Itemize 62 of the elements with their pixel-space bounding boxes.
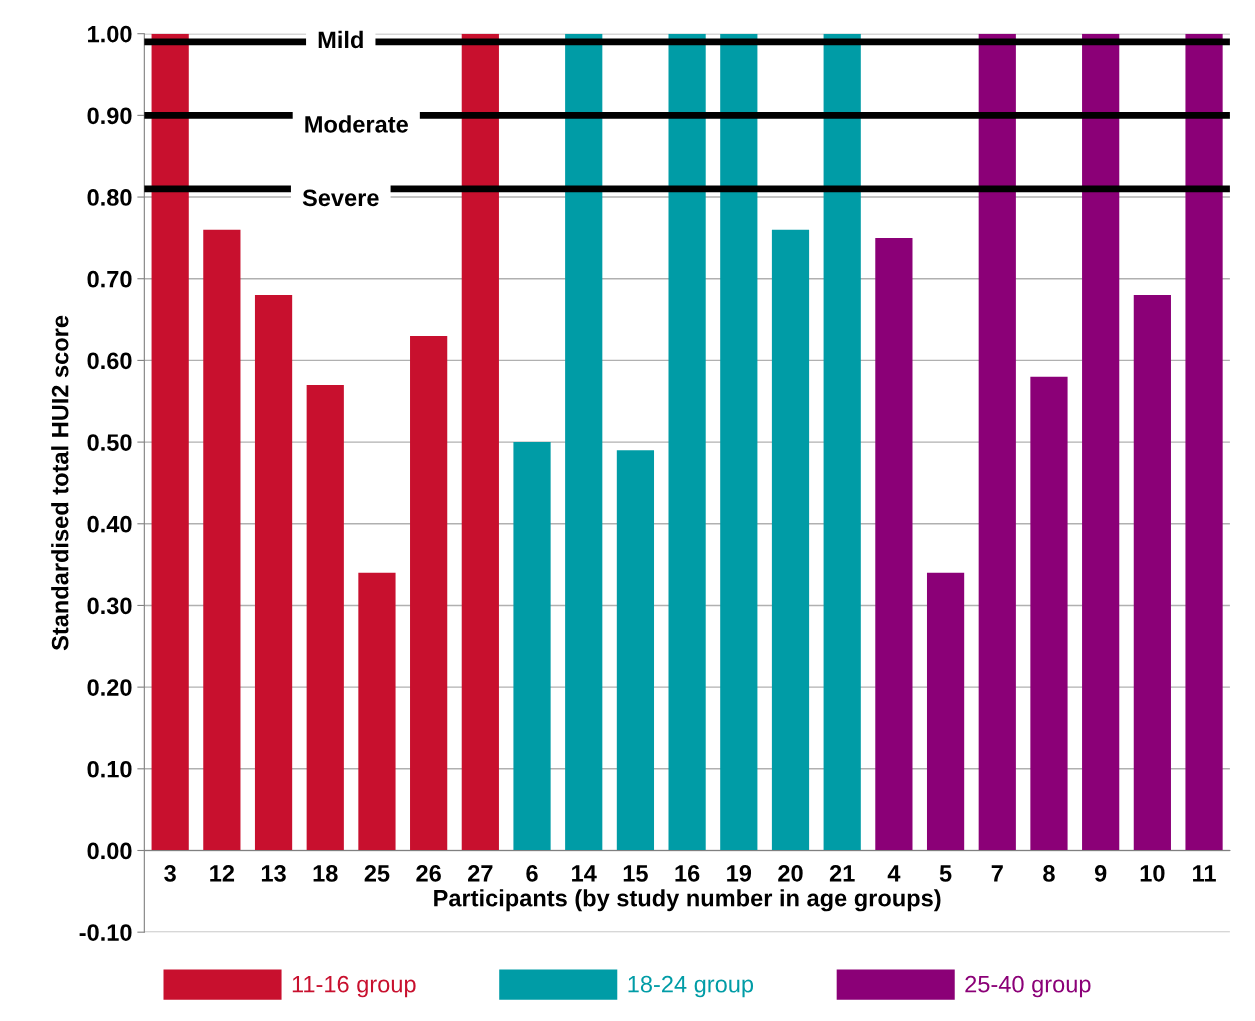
x-tick-label: 6 — [526, 865, 538, 882]
y-tick-label: 1.00 — [88, 25, 132, 43]
bar — [203, 229, 241, 851]
x-tick-label: 7 — [991, 865, 1003, 882]
y-tick-label: 0.00 — [87, 842, 132, 860]
x-axis-title: Participants (by study number in age groups) — [434, 889, 941, 912]
x-tick-label: 5 — [939, 865, 952, 882]
x-tick-label: 15 — [623, 865, 648, 882]
bar — [306, 384, 344, 851]
ref-line-label: Mild — [318, 30, 363, 49]
bar — [926, 572, 965, 851]
y-tick-label: 0.70 — [87, 270, 132, 288]
text: 11-16 group — [292, 975, 416, 998]
x-tick-label: 13 — [261, 865, 286, 882]
x-tick-label: 19 — [727, 865, 752, 882]
y-tick-label: -0.10 — [79, 924, 132, 941]
x-tick-label: 12 — [210, 865, 235, 882]
x-tick-label: 4 — [887, 865, 901, 882]
x-tick-label: 18 — [313, 865, 338, 882]
x-tick-label: 3 — [164, 865, 176, 882]
x-tick-label: 9 — [1094, 865, 1107, 882]
bar — [254, 295, 293, 851]
x-tick-label: 27 — [468, 865, 493, 882]
y-tick-label: 0.80 — [87, 189, 132, 206]
bar — [1133, 295, 1171, 851]
x-tick-label: 20 — [778, 865, 803, 882]
x-tick-label: 14 — [572, 865, 597, 882]
y-tick-label: 0.10 — [87, 760, 132, 778]
x-tick-label: 8 — [1043, 865, 1055, 882]
text: 25-40 group — [965, 975, 1091, 998]
x-tick-label: 25 — [364, 865, 390, 882]
y-tick-label: 0.50 — [87, 434, 132, 451]
bar — [1185, 33, 1223, 851]
bar — [1082, 33, 1120, 851]
y-axis-title: Standardised total HUI2 score — [51, 315, 69, 651]
y-tick-label: 0.40 — [87, 515, 132, 533]
bar — [410, 335, 448, 851]
bar — [720, 33, 758, 851]
bar — [771, 229, 810, 851]
y-tick-label: 0.20 — [87, 679, 132, 696]
y-tick-label: 0.90 — [87, 107, 132, 125]
bar — [151, 33, 189, 851]
ref-line-label: Severe — [302, 189, 379, 207]
bar — [461, 33, 499, 851]
bar — [616, 450, 655, 851]
bar — [823, 33, 861, 851]
legend-label: 18-24 group — [628, 975, 754, 998]
y-tick-label: 0.30 — [87, 597, 132, 615]
y-tick-label: 0.60 — [87, 352, 132, 370]
bar — [1030, 376, 1068, 851]
bar — [875, 237, 913, 851]
ref-line-label: Moderate — [305, 115, 408, 133]
bar — [978, 33, 1016, 851]
x-tick-label: 26 — [416, 865, 441, 882]
x-tick-label: 10 — [1140, 865, 1165, 882]
bar — [513, 442, 551, 851]
bar — [358, 572, 396, 851]
x-tick-label: 16 — [675, 865, 700, 882]
bar — [668, 33, 706, 851]
x-tick-label: 21 — [829, 865, 855, 882]
x-tick-label: 11 — [1193, 865, 1216, 882]
bar — [565, 33, 603, 851]
